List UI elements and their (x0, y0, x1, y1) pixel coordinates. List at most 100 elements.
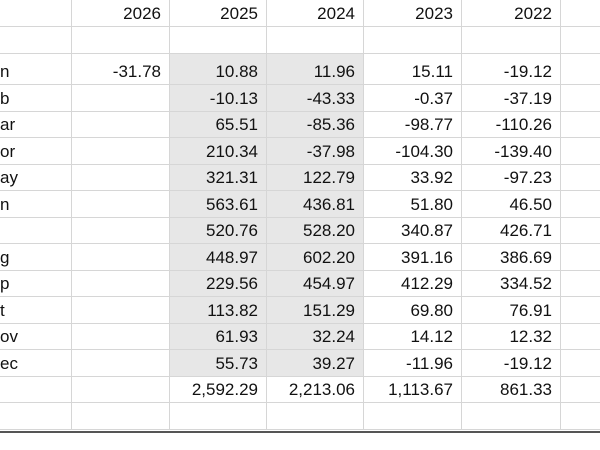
value-cell-2023[interactable]: 14.12 (364, 323, 462, 350)
cell-empty[interactable] (561, 377, 600, 403)
value-cell-2025[interactable]: -10.13 (170, 85, 267, 112)
value-cell-2022[interactable]: 46.50 (462, 191, 561, 218)
value-cell-2025[interactable]: 229.56 (170, 270, 267, 297)
value-cell-2025[interactable]: 65.51 (170, 111, 267, 138)
value-cell-2022[interactable]: -19.12 (462, 350, 561, 377)
cell-empty[interactable] (267, 403, 364, 430)
header-cell-2026[interactable]: 2026 (72, 0, 170, 27)
value-cell-2026[interactable] (72, 138, 170, 165)
value-cell-2023[interactable]: 340.87 (364, 217, 462, 244)
value-cell-2023[interactable]: 51.80 (364, 191, 462, 218)
row-label-cell[interactable] (0, 376, 72, 403)
row-label-cell[interactable]: g (0, 244, 72, 271)
value-cell-2023[interactable]: -98.77 (364, 111, 462, 138)
value-cell-2024[interactable]: 39.27 (267, 350, 364, 377)
cell-empty[interactable] (72, 27, 170, 54)
value-cell-2024[interactable]: 436.81 (267, 191, 364, 218)
cell-empty[interactable] (561, 403, 600, 430)
value-cell-2022[interactable]: 386.69 (462, 244, 561, 271)
value-cell-2026[interactable] (72, 244, 170, 271)
value-cell-2026[interactable] (72, 111, 170, 138)
value-cell-2026[interactable]: -31.78 (72, 54, 170, 85)
value-cell-2024[interactable]: 151.29 (267, 297, 364, 324)
header-cell-label[interactable] (0, 0, 72, 27)
cell-empty[interactable] (561, 165, 600, 191)
total-cell-2024[interactable]: 2,213.06 (267, 376, 364, 403)
row-label-cell[interactable]: ov (0, 323, 72, 350)
row-label-cell[interactable]: p (0, 270, 72, 297)
cell-empty[interactable] (561, 0, 600, 27)
value-cell-2026[interactable] (72, 191, 170, 218)
value-cell-2026[interactable] (72, 164, 170, 191)
row-label-cell[interactable]: n (0, 54, 72, 85)
value-cell-2025[interactable]: 563.61 (170, 191, 267, 218)
cell-empty[interactable] (561, 112, 600, 138)
cell-empty[interactable] (364, 27, 462, 54)
cell-empty[interactable] (0, 403, 72, 430)
value-cell-2024[interactable]: 122.79 (267, 164, 364, 191)
cell-empty[interactable] (170, 403, 267, 430)
total-cell-2023[interactable]: 1,113.67 (364, 376, 462, 403)
value-cell-2024[interactable]: 32.24 (267, 323, 364, 350)
value-cell-2025[interactable]: 113.82 (170, 297, 267, 324)
value-cell-2024[interactable]: -37.98 (267, 138, 364, 165)
total-cell-2022[interactable]: 861.33 (462, 376, 561, 403)
value-cell-2023[interactable]: 69.80 (364, 297, 462, 324)
value-cell-2023[interactable]: 15.11 (364, 54, 462, 85)
value-cell-2025[interactable]: 321.31 (170, 164, 267, 191)
value-cell-2025[interactable]: 210.34 (170, 138, 267, 165)
value-cell-2026[interactable] (72, 323, 170, 350)
row-label-cell[interactable]: ay (0, 164, 72, 191)
value-cell-2023[interactable]: 33.92 (364, 164, 462, 191)
total-cell-2025[interactable]: 2,592.29 (170, 376, 267, 403)
value-cell-2025[interactable]: 448.97 (170, 244, 267, 271)
value-cell-2023[interactable]: -104.30 (364, 138, 462, 165)
value-cell-2022[interactable]: 12.32 (462, 323, 561, 350)
value-cell-2024[interactable]: 528.20 (267, 217, 364, 244)
value-cell-2026[interactable] (72, 217, 170, 244)
value-cell-2022[interactable]: -110.26 (462, 111, 561, 138)
value-cell-2026[interactable] (72, 270, 170, 297)
cell-empty[interactable] (561, 350, 600, 377)
cell-empty[interactable] (462, 403, 561, 430)
cell-empty[interactable] (561, 271, 600, 297)
value-cell-2023[interactable]: 412.29 (364, 270, 462, 297)
cell-empty[interactable] (561, 324, 600, 350)
row-label-cell[interactable]: t (0, 297, 72, 324)
row-label-cell[interactable]: ec (0, 350, 72, 377)
value-cell-2024[interactable]: 602.20 (267, 244, 364, 271)
row-label-cell[interactable]: n (0, 191, 72, 218)
value-cell-2022[interactable]: -139.40 (462, 138, 561, 165)
header-cell-2025[interactable]: 2025 (170, 0, 267, 27)
value-cell-2022[interactable]: 334.52 (462, 270, 561, 297)
cell-empty[interactable] (561, 85, 600, 112)
value-cell-2026[interactable] (72, 297, 170, 324)
row-label-cell[interactable]: or (0, 138, 72, 165)
cell-empty[interactable] (267, 27, 364, 54)
value-cell-2023[interactable]: 391.16 (364, 244, 462, 271)
cell-empty[interactable] (561, 191, 600, 218)
row-label-cell[interactable]: ar (0, 111, 72, 138)
value-cell-2024[interactable]: 11.96 (267, 54, 364, 85)
total-cell-2026[interactable] (72, 376, 170, 403)
value-cell-2025[interactable]: 61.93 (170, 323, 267, 350)
value-cell-2026[interactable] (72, 85, 170, 112)
cell-empty[interactable] (72, 403, 170, 430)
value-cell-2022[interactable]: -97.23 (462, 164, 561, 191)
cell-empty[interactable] (0, 27, 72, 54)
cell-empty[interactable] (462, 27, 561, 54)
value-cell-2025[interactable]: 520.76 (170, 217, 267, 244)
value-cell-2024[interactable]: 454.97 (267, 270, 364, 297)
row-label-cell[interactable]: b (0, 85, 72, 112)
header-cell-2022[interactable]: 2022 (462, 0, 561, 27)
value-cell-2025[interactable]: 10.88 (170, 54, 267, 85)
value-cell-2023[interactable]: -0.37 (364, 85, 462, 112)
cell-empty[interactable] (561, 27, 600, 54)
value-cell-2023[interactable]: -11.96 (364, 350, 462, 377)
value-cell-2024[interactable]: -43.33 (267, 85, 364, 112)
value-cell-2024[interactable]: -85.36 (267, 111, 364, 138)
cell-empty[interactable] (561, 54, 600, 85)
cell-empty[interactable] (561, 244, 600, 271)
cell-empty[interactable] (561, 138, 600, 165)
value-cell-2022[interactable]: 76.91 (462, 297, 561, 324)
